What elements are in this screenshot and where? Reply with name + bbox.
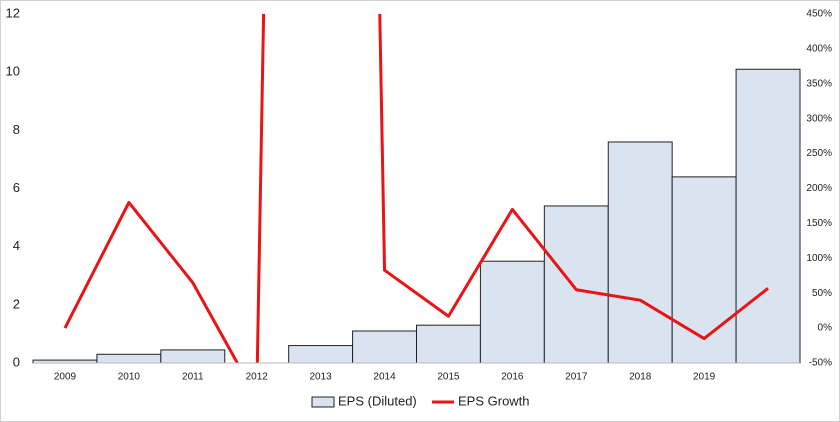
y2-tick-label: 250%: [806, 148, 832, 159]
legend-label: EPS (Diluted): [338, 393, 417, 408]
bar: [479, 260, 545, 364]
x-tick-label: 2018: [629, 372, 652, 383]
y-tick-label: 0: [13, 354, 20, 369]
x-tick-label: 2013: [310, 372, 333, 383]
x-tick-label: 2016: [501, 372, 524, 383]
legend-label: EPS Growth: [458, 393, 530, 408]
line: [63, 14, 769, 363]
y2-tick-label: 0%: [818, 323, 833, 334]
bar: [735, 68, 801, 364]
y2-tick-label: 200%: [806, 183, 832, 194]
x-tick-label: 2015: [437, 372, 460, 383]
bar: [671, 176, 737, 364]
bar: [607, 141, 673, 364]
y2-tick-label: 150%: [806, 218, 832, 229]
bar: [96, 353, 162, 364]
y2-tick-label: -50%: [809, 358, 832, 369]
y2-tick-label: 300%: [806, 113, 832, 124]
x-tick-label: 2011: [182, 372, 204, 383]
x-tick-label: 2012: [246, 372, 269, 383]
x-tick-label: 2017: [565, 372, 588, 383]
y2-tick-label: 400%: [806, 44, 832, 55]
y-tick-label: 10: [6, 64, 20, 79]
bar: [352, 330, 418, 364]
bar: [288, 345, 354, 364]
y-tick-label: 12: [6, 5, 20, 20]
legend-swatch: [311, 396, 335, 408]
x-tick-label: 2014: [373, 372, 396, 383]
y2-tick-label: 100%: [806, 253, 832, 264]
bar: [160, 349, 226, 364]
bar: [416, 324, 481, 364]
y2-tick-label: 350%: [806, 78, 832, 89]
y-tick-label: 6: [13, 180, 20, 195]
x-tick-label: 2010: [118, 372, 141, 383]
x-tick-label: 2009: [54, 372, 77, 383]
y-tick-label: 2: [13, 296, 20, 311]
x-tick-label: 2019: [693, 372, 716, 383]
bar: [543, 205, 609, 364]
y2-tick-label: 450%: [806, 9, 832, 20]
y-tick-label: 8: [13, 122, 20, 137]
y2-tick-label: 50%: [812, 288, 832, 299]
y-tick-label: 4: [13, 238, 20, 253]
